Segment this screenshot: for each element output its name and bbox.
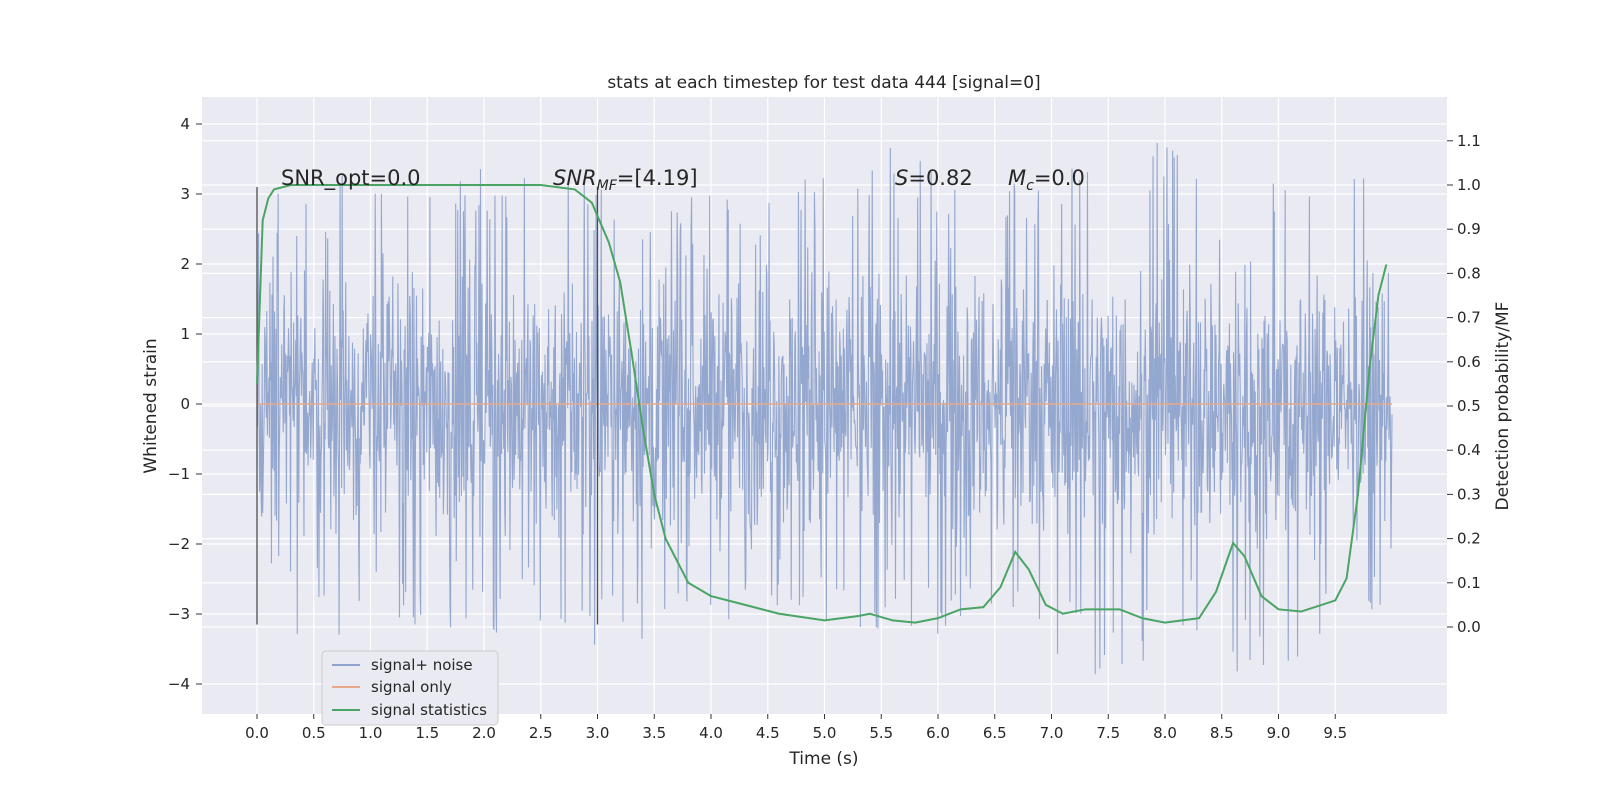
y-right-tick-label-5: 0.5 — [1457, 397, 1481, 415]
y-right-tick-label-11: 1.1 — [1457, 132, 1481, 150]
x-tick-label-5: 2.5 — [529, 724, 553, 742]
annotation-s: S=0.82 — [895, 166, 973, 190]
y-right-tick-label-0: 0.0 — [1457, 618, 1481, 636]
x-tick-label-4: 2.0 — [472, 724, 496, 742]
annotation-snr-mf-value: =[4.19] — [617, 166, 698, 190]
x-tick-label-16: 8.0 — [1153, 724, 1177, 742]
chart-title: stats at each timestep for test data 444… — [607, 73, 1040, 93]
annotation-snr-opt: SNR_opt=0.0 — [281, 166, 421, 191]
y-right-tick-label-9: 0.9 — [1457, 220, 1481, 238]
annotation-mc-sub: c — [1026, 178, 1034, 194]
series-signal-plus-noise — [256, 143, 1393, 675]
y-tick-label-7: 3 — [180, 185, 190, 203]
y-right-tick-label-10: 1.0 — [1457, 176, 1481, 194]
x-tick-label-18: 9.0 — [1267, 724, 1291, 742]
annotation-mc-value: =0.0 — [1034, 166, 1085, 190]
y-right-tick-label-2: 0.2 — [1457, 530, 1481, 548]
x-tick-label-1: 0.5 — [302, 724, 326, 742]
legend-label-signal-noise: signal+ noise — [371, 656, 473, 674]
x-tick-label-2: 1.0 — [359, 724, 383, 742]
x-tick-label-7: 3.5 — [642, 724, 666, 742]
legend-label-signal-only: signal only — [371, 678, 452, 696]
y-tick-label-5: 1 — [180, 325, 190, 343]
x-tick-label-0: 0.0 — [245, 724, 269, 742]
x-tick-label-3: 1.5 — [415, 724, 439, 742]
annotation-mc: Mc=0.0 — [1008, 166, 1085, 194]
series-signal-statistics — [256, 184, 1388, 624]
annotation-mc-main: M — [1008, 166, 1026, 190]
y-tick-label-0: −4 — [168, 675, 190, 693]
y-axis-label: Whitened strain — [141, 338, 161, 473]
y-ticks-right: 0.0 0.1 0.2 0.3 0.4 0.5 0.6 0.7 0.8 0.9 1.0 1.1 — [1447, 132, 1481, 636]
x-tick-label-19: 9.5 — [1323, 724, 1347, 742]
y-right-tick-label-8: 0.8 — [1457, 264, 1481, 282]
annotation-snr-mf: SNRMF=[4.19] — [553, 166, 698, 194]
y-tick-label-8: 4 — [180, 115, 190, 133]
legend-box — [321, 650, 499, 726]
y-right-tick-label-6: 0.6 — [1457, 353, 1481, 371]
y-tick-label-1: −3 — [168, 605, 190, 623]
x-tick-label-17: 8.5 — [1210, 724, 1234, 742]
legend: signal+ noise signal only signal statist… — [321, 650, 499, 726]
vertical-markers — [256, 187, 599, 625]
annotation-snr-mf-sub: MF — [597, 178, 618, 194]
x-tick-label-10: 5.0 — [813, 724, 837, 742]
y-tick-label-3: −1 — [168, 465, 190, 483]
annotation-s-main: S — [895, 166, 908, 190]
y-tick-label-2: −2 — [168, 535, 190, 553]
x-tick-label-11: 5.5 — [869, 724, 893, 742]
noise-path — [256, 143, 1393, 675]
x-tick-label-9: 4.5 — [756, 724, 780, 742]
x-tick-label-6: 3.0 — [586, 724, 610, 742]
y-axis-label-right: Detection probability/MF — [1493, 302, 1513, 511]
y-right-tick-label-4: 0.4 — [1457, 441, 1481, 459]
stats-path — [256, 184, 1388, 624]
y-right-tick-label-1: 0.1 — [1457, 574, 1481, 592]
annotation-s-value: =0.82 — [908, 166, 972, 190]
x-tick-label-15: 7.5 — [1096, 724, 1120, 742]
x-tick-label-12: 6.0 — [926, 724, 950, 742]
x-tick-label-8: 4.0 — [699, 724, 723, 742]
y-tick-label-6: 2 — [180, 255, 190, 273]
x-tick-label-13: 6.5 — [983, 724, 1007, 742]
x-axis-label: Time (s) — [788, 749, 858, 769]
y-right-tick-label-3: 0.3 — [1457, 485, 1481, 503]
x-ticks: 0.0 0.5 1.0 1.5 2.0 2.5 3.0 3.5 4.0 4.5 5.0 5.5 6.0 6… — [245, 714, 1347, 742]
legend-label-signal-statistics: signal statistics — [371, 701, 487, 719]
y-tick-label-4: 0 — [180, 395, 190, 413]
y-ticks: −4 −3 −2 −1 0 1 2 3 4 — [168, 115, 202, 693]
y-right-tick-label-7: 0.7 — [1457, 309, 1481, 327]
x-tick-label-14: 7.0 — [1040, 724, 1064, 742]
annotation-snr-mf-main: SNR — [553, 166, 597, 190]
